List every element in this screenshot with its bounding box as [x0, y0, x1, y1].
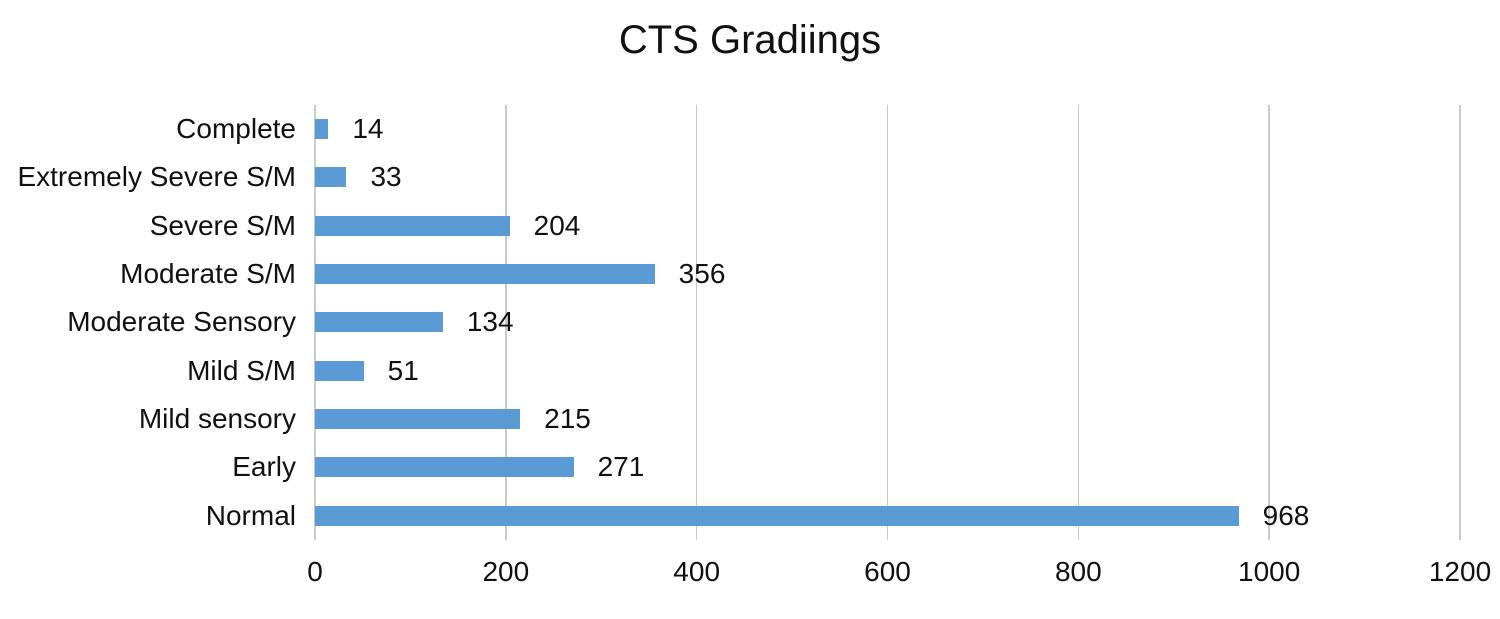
x-tick-label-1200: 1200 — [1428, 556, 1492, 587]
category-label-mild-sensory: Mild sensory — [138, 403, 296, 435]
x-tick-label-200: 200 — [482, 556, 530, 587]
bar-mild-sensory — [315, 409, 521, 430]
category-label-extremely-severe-s-m: Extremely Severe S/M — [17, 161, 296, 193]
x-axis-labels: 0 200 400 600 800 1000 1200 — [307, 556, 1491, 592]
category-label-moderate-sensory: Moderate Sensory — [67, 306, 296, 338]
bar-value-label-severe-s-m: 204 — [533, 209, 581, 241]
plot-area: 14 33 204 356 134 51 215 271 968 — [314, 105, 1461, 540]
gridline-800 — [1077, 105, 1080, 540]
category-label-normal: Normal — [205, 499, 296, 531]
bar-row-moderate-s-m: 356 — [315, 250, 1460, 298]
x-tick-label-0: 0 — [307, 556, 323, 587]
bar-early — [315, 457, 574, 478]
bar-value-label-moderate-s-m: 356 — [678, 258, 726, 290]
bar-moderate-sensory — [315, 312, 443, 333]
bar-row-complete: 14 — [315, 105, 1460, 153]
bar-row-mild-s-m: 51 — [315, 347, 1460, 395]
bar-normal — [315, 505, 1239, 526]
bar-row-severe-s-m: 204 — [315, 202, 1460, 250]
x-tick-label-800: 800 — [1054, 556, 1102, 587]
bar-severe-s-m — [315, 215, 510, 236]
bar-value-label-mild-sensory: 215 — [544, 403, 591, 435]
bar-row-early: 271 — [315, 443, 1460, 491]
bar-value-label-complete: 14 — [352, 113, 384, 145]
bar-value-label-early: 271 — [597, 451, 645, 483]
bar-complete — [315, 119, 329, 140]
gridline-1000 — [1268, 105, 1270, 540]
bar-row-mild-sensory: 215 — [315, 395, 1460, 443]
category-label-severe-s-m: Severe S/M — [149, 209, 296, 241]
bar-row-moderate-sensory: 134 — [315, 298, 1460, 346]
bar-value-label-extremely-severe-s-m: 33 — [370, 161, 402, 193]
x-tick-label-600: 600 — [864, 556, 911, 587]
y-axis-labels: Complete Extremely Severe S/M Severe S/M Mo… — [0, 105, 296, 540]
x-tick-label-1000: 1000 — [1238, 556, 1301, 587]
gridline-400 — [695, 105, 698, 540]
gridline-600 — [886, 105, 889, 540]
category-label-moderate-s-m: Moderate S/M — [120, 258, 296, 290]
category-label-complete: Complete — [176, 113, 296, 145]
category-label-mild-s-m: Mild S/M — [187, 354, 296, 386]
bar-extremely-severe-s-m — [315, 167, 347, 188]
bar-value-label-mild-s-m: 51 — [387, 354, 419, 386]
bar-row-extremely-severe-s-m: 33 — [315, 153, 1460, 201]
gridline-1200 — [1459, 105, 1461, 540]
x-tick-label-400: 400 — [673, 556, 721, 587]
bar-row-normal: 968 — [315, 492, 1460, 540]
bar-mild-s-m — [315, 360, 364, 381]
chart-title: CTS Gradiings — [618, 18, 882, 62]
category-label-early: Early — [232, 451, 296, 483]
bar-value-label-normal: 968 — [1262, 499, 1310, 531]
gridline-200 — [505, 105, 507, 540]
bar-moderate-s-m — [315, 264, 655, 285]
bar-value-label-moderate-sensory: 134 — [466, 306, 514, 338]
